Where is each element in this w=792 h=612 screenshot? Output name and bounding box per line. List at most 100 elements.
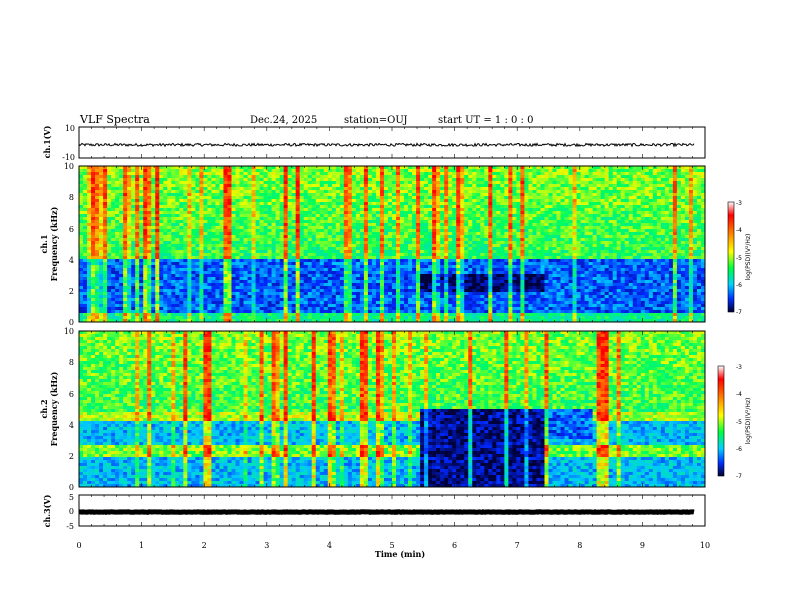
spectrogram-cell <box>91 223 96 227</box>
spectrogram-cell <box>339 259 345 263</box>
spectrogram-cell <box>99 217 104 221</box>
spectrogram-cell <box>315 295 321 299</box>
spectrogram-cell <box>87 208 92 212</box>
spectrogram-cell <box>199 316 204 320</box>
spectrogram-cell <box>147 241 152 245</box>
spectrogram-cell <box>187 316 192 320</box>
spectrogram-cell <box>436 208 441 212</box>
spectrogram-cell <box>231 202 236 206</box>
spectrogram-cell <box>247 238 252 242</box>
spectrogram-cell <box>347 169 353 173</box>
spectrogram-cell <box>115 178 120 182</box>
spectrogram-cell <box>420 220 425 224</box>
spectrogram-cell <box>255 205 260 209</box>
spectrogram-cell <box>319 283 325 287</box>
spectrogram-cell <box>279 259 284 263</box>
spectrogram-cell <box>335 289 341 293</box>
spectrogram-cell <box>187 265 192 269</box>
spectrogram-cell <box>359 316 365 320</box>
spectrogram-cell <box>239 271 244 275</box>
spectrogram-cell <box>183 316 188 320</box>
spectrogram-cell <box>183 166 188 170</box>
spectrogram-cell <box>231 232 236 236</box>
spectrogram-cell <box>387 196 393 200</box>
spectrogram-cell <box>432 316 437 320</box>
spectrogram-cell <box>215 187 220 191</box>
spectrogram-cell <box>323 253 329 257</box>
spectrogram-cell <box>387 223 393 227</box>
spectrogram-cell <box>171 247 176 251</box>
spectrogram-cell <box>95 274 100 278</box>
spectrogram-cell <box>235 298 240 302</box>
spectrogram-cell <box>215 253 220 257</box>
spectrogram-cell <box>251 310 256 314</box>
spectrogram-cell <box>339 241 345 245</box>
spectrogram-cell <box>315 220 321 224</box>
spectrogram-cell <box>127 259 132 263</box>
spectrogram-cell <box>159 202 164 206</box>
spectrogram-cell <box>79 184 84 188</box>
spectrogram-cell <box>243 298 248 302</box>
spectrogram-cell <box>283 187 288 191</box>
spectrogram-cell <box>383 169 389 173</box>
spectrogram-cell <box>412 241 417 245</box>
spectrogram-cell <box>424 295 429 299</box>
spectrogram-cell <box>311 220 317 224</box>
spectrogram-cell <box>347 214 353 218</box>
spectrogram-cell <box>355 244 361 248</box>
spectrogram-cell <box>191 175 196 179</box>
spectrogram-cell <box>283 283 288 287</box>
spectrogram-cell <box>195 289 200 293</box>
spectrogram-cell <box>155 319 160 323</box>
spectrogram-cell <box>131 220 136 224</box>
spectrogram-cell <box>247 313 252 317</box>
spectrogram-cell <box>119 229 124 233</box>
spectrogram-cell <box>255 220 260 224</box>
spectrogram-cell <box>367 205 373 209</box>
spectrogram-cell <box>83 217 88 221</box>
spectrogram-cell <box>239 187 244 191</box>
spectrogram-cell <box>163 214 168 218</box>
spectrogram-cell <box>275 304 280 308</box>
spectrogram-cell <box>383 289 389 293</box>
spectrogram-cell <box>440 250 445 254</box>
spectrogram-cell <box>195 277 200 281</box>
spectrogram-cell <box>412 172 417 176</box>
spectrogram-cell <box>195 304 200 308</box>
spectrogram-cell <box>207 307 212 311</box>
spectrogram-cell <box>95 289 100 293</box>
spectrogram-cell <box>139 190 144 194</box>
spectrogram-cell <box>147 181 152 185</box>
spectrogram-cell <box>99 262 104 266</box>
spectrogram-cell <box>99 169 104 173</box>
spectrogram-cell <box>87 211 92 215</box>
spectrogram-cell <box>119 298 124 302</box>
spectrogram-cell <box>379 307 385 311</box>
spectrogram-cell <box>355 250 361 254</box>
spectrogram-cell <box>303 244 309 248</box>
spectrogram-cell <box>420 190 425 194</box>
spectrogram-cell <box>275 193 280 197</box>
spectrogram-cell <box>319 187 325 191</box>
spectrogram-cell <box>408 208 413 212</box>
spectrogram-cell <box>159 256 164 260</box>
spectrogram-cell <box>311 295 317 299</box>
spectrogram-cell <box>440 283 445 287</box>
spectrogram-cell <box>99 211 104 215</box>
spectrogram-cell <box>392 178 397 182</box>
spectrogram-cell <box>163 199 168 203</box>
spectrogram-cell <box>396 175 401 179</box>
spectrogram-cell <box>143 166 148 170</box>
spectrogram-cell <box>223 172 228 176</box>
spectrogram-cell <box>287 283 292 287</box>
spectrogram-cell <box>331 295 337 299</box>
spectrogram-cell <box>199 169 204 173</box>
spectrogram-cell <box>351 199 357 203</box>
spectrogram-cell <box>175 301 180 305</box>
spectrogram-cell <box>347 316 353 320</box>
spectrogram-cell <box>207 256 212 260</box>
spectrogram-cell <box>207 220 212 224</box>
spectrogram-cell <box>412 256 417 260</box>
spectrogram-cell <box>444 184 449 188</box>
spectrogram-cell <box>131 181 136 185</box>
